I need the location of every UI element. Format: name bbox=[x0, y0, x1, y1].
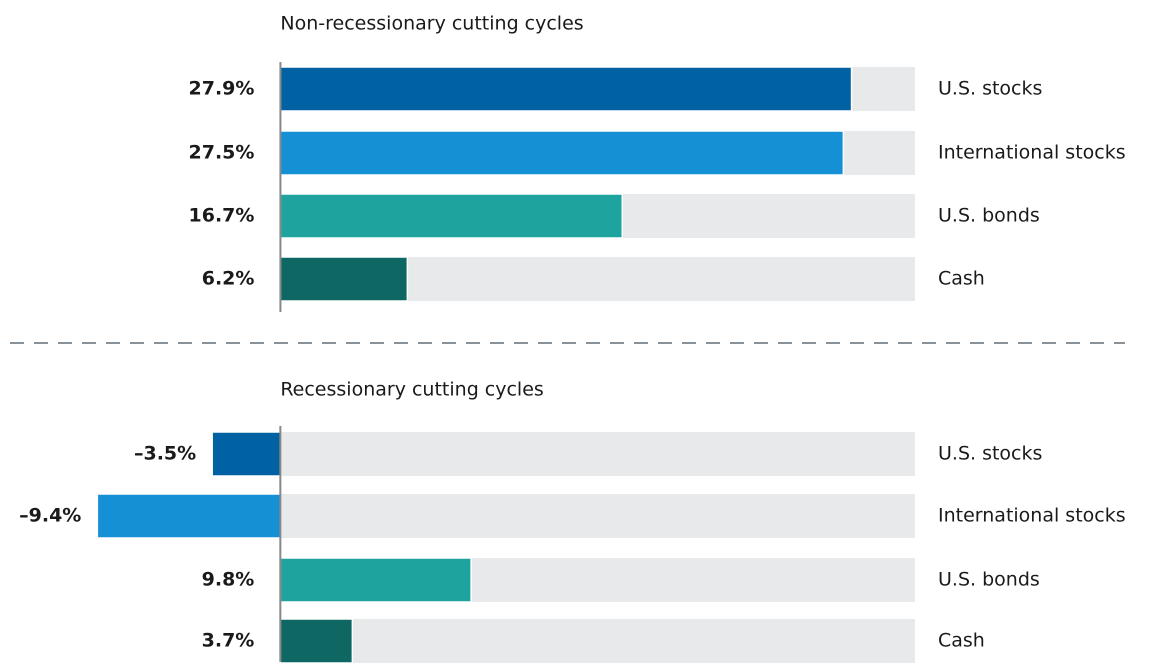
bar bbox=[279, 193, 624, 239]
bar bbox=[96, 493, 282, 539]
bar bbox=[211, 431, 282, 477]
category-label: Cash bbox=[938, 630, 985, 652]
value-label: 6.2% bbox=[202, 268, 255, 290]
category-label: Cash bbox=[938, 268, 985, 290]
value-label: –3.5% bbox=[134, 443, 196, 465]
category-label: International stocks bbox=[938, 142, 1126, 164]
bar bbox=[279, 256, 409, 302]
bar bbox=[279, 66, 853, 112]
bar bbox=[279, 557, 472, 603]
bar bbox=[279, 130, 845, 176]
chart-title: Non-recessionary cutting cycles bbox=[280, 13, 583, 35]
category-label: U.S. stocks bbox=[938, 443, 1042, 465]
category-label: U.S. stocks bbox=[938, 78, 1042, 100]
value-label: –9.4% bbox=[19, 505, 81, 527]
value-label: 27.9% bbox=[189, 78, 255, 100]
category-label: International stocks bbox=[938, 505, 1126, 527]
bar-track bbox=[280, 619, 915, 663]
bar-track bbox=[280, 494, 915, 538]
category-label: U.S. bonds bbox=[938, 569, 1040, 591]
category-label: U.S. bonds bbox=[938, 205, 1040, 227]
value-label: 27.5% bbox=[189, 142, 255, 164]
bar-track bbox=[280, 432, 915, 476]
chart-title: Recessionary cutting cycles bbox=[280, 379, 543, 401]
value-label: 16.7% bbox=[189, 205, 255, 227]
value-label: 3.7% bbox=[202, 630, 255, 652]
bar bbox=[279, 618, 354, 664]
value-label: 9.8% bbox=[202, 569, 255, 591]
